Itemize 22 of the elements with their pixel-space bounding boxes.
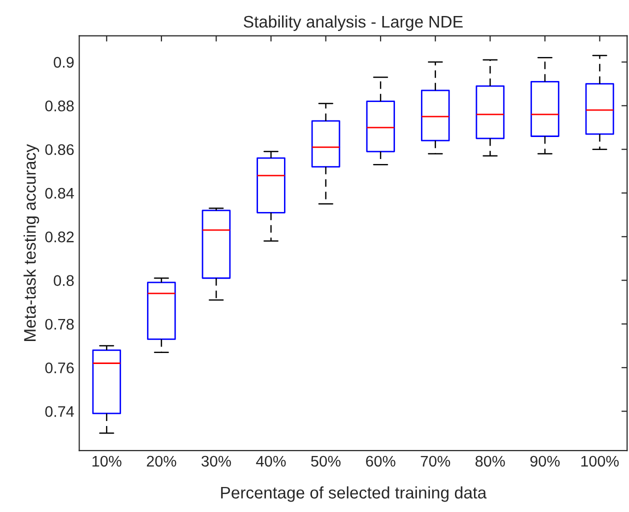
- y-tick-label: 0.88: [45, 100, 74, 112]
- x-tick-label: 70%: [420, 456, 450, 467]
- x-tick-label: 90%: [530, 456, 560, 467]
- y-tick-label: 0.84: [45, 188, 74, 199]
- x-tick-label: 50%: [311, 456, 341, 467]
- chart-title: Stability analysis - Large NDE: [244, 15, 463, 31]
- y-tick-label: 0.74: [45, 406, 74, 417]
- y-tick-label: 0.86: [45, 144, 74, 156]
- y-tick-label: 0.9: [54, 56, 74, 68]
- y-tick-label: 0.8: [54, 275, 74, 286]
- y-tick-label: 0.78: [45, 318, 74, 330]
- x-axis-title: Percentage of selected training data: [221, 486, 487, 502]
- y-tick-label: 0.82: [45, 232, 74, 242]
- y-tick-label: 0.76: [45, 362, 74, 374]
- x-tick-label: 80%: [476, 456, 505, 467]
- x-tick-label: 100%: [581, 456, 619, 467]
- x-tick-label: 20%: [146, 456, 176, 467]
- x-tick-label: 60%: [366, 456, 396, 467]
- x-tick-label: 40%: [256, 456, 286, 467]
- x-tick-label: 30%: [202, 456, 231, 467]
- y-axis-title: Meta-task testing accuracy: [24, 144, 40, 341]
- x-tick-label: 10%: [92, 456, 122, 467]
